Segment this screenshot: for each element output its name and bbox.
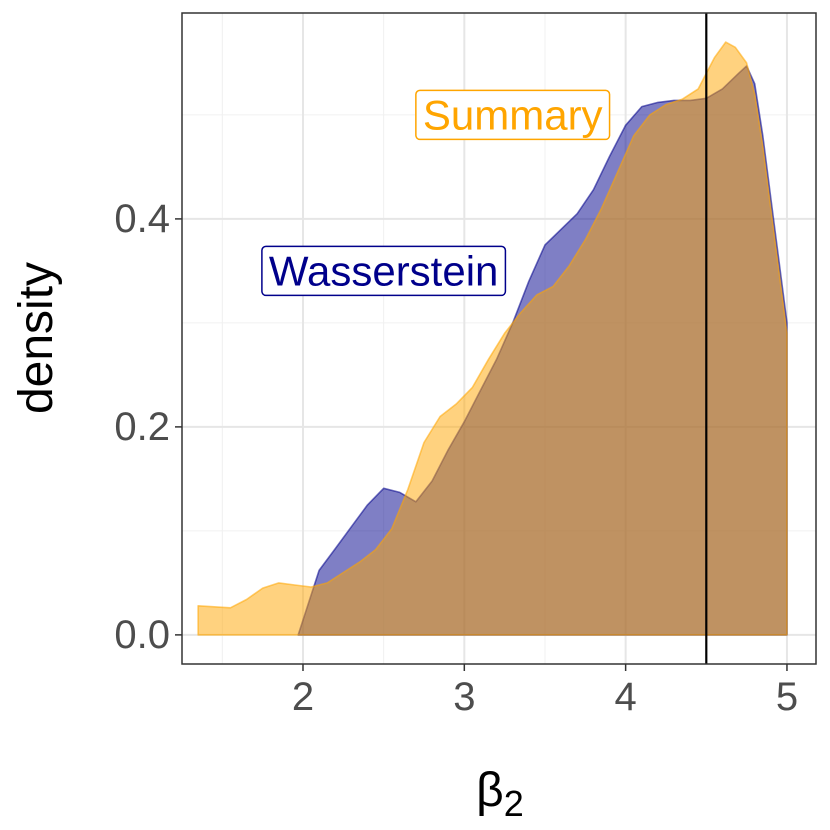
x-axis: 2 3 4 5 [292, 664, 798, 719]
y-tick-label: 0.4 [114, 197, 170, 241]
annotation-wasserstein: Wasserstein [261, 245, 507, 297]
density-area-summary [197, 41, 788, 636]
annotation-summary: Summary [415, 89, 611, 141]
panel-border [181, 12, 817, 665]
annotation-label-summary: Summary [423, 91, 603, 138]
x-axis-title-main: β [476, 764, 504, 817]
annotation-box-wasserstein [261, 245, 507, 297]
annotation-box-summary [415, 89, 611, 141]
x-axis-title-subscript: 2 [504, 783, 524, 824]
x-tick-label: 3 [453, 675, 475, 719]
x-tick-label: 2 [292, 675, 314, 719]
y-tick-label: 0.0 [114, 613, 170, 657]
y-tick-label: 0.2 [114, 405, 170, 449]
y-axis: 0.0 0.2 0.4 [114, 197, 182, 657]
x-tick-label: 4 [615, 675, 637, 719]
annotation-layer: Summary Wasserstein [261, 89, 611, 297]
density-areas [197, 41, 788, 636]
annotation-label-wasserstein: Wasserstein [269, 247, 499, 294]
y-axis-title: density [10, 262, 63, 414]
x-axis-title: β2 [476, 764, 524, 824]
x-tick-label: 5 [776, 675, 798, 719]
